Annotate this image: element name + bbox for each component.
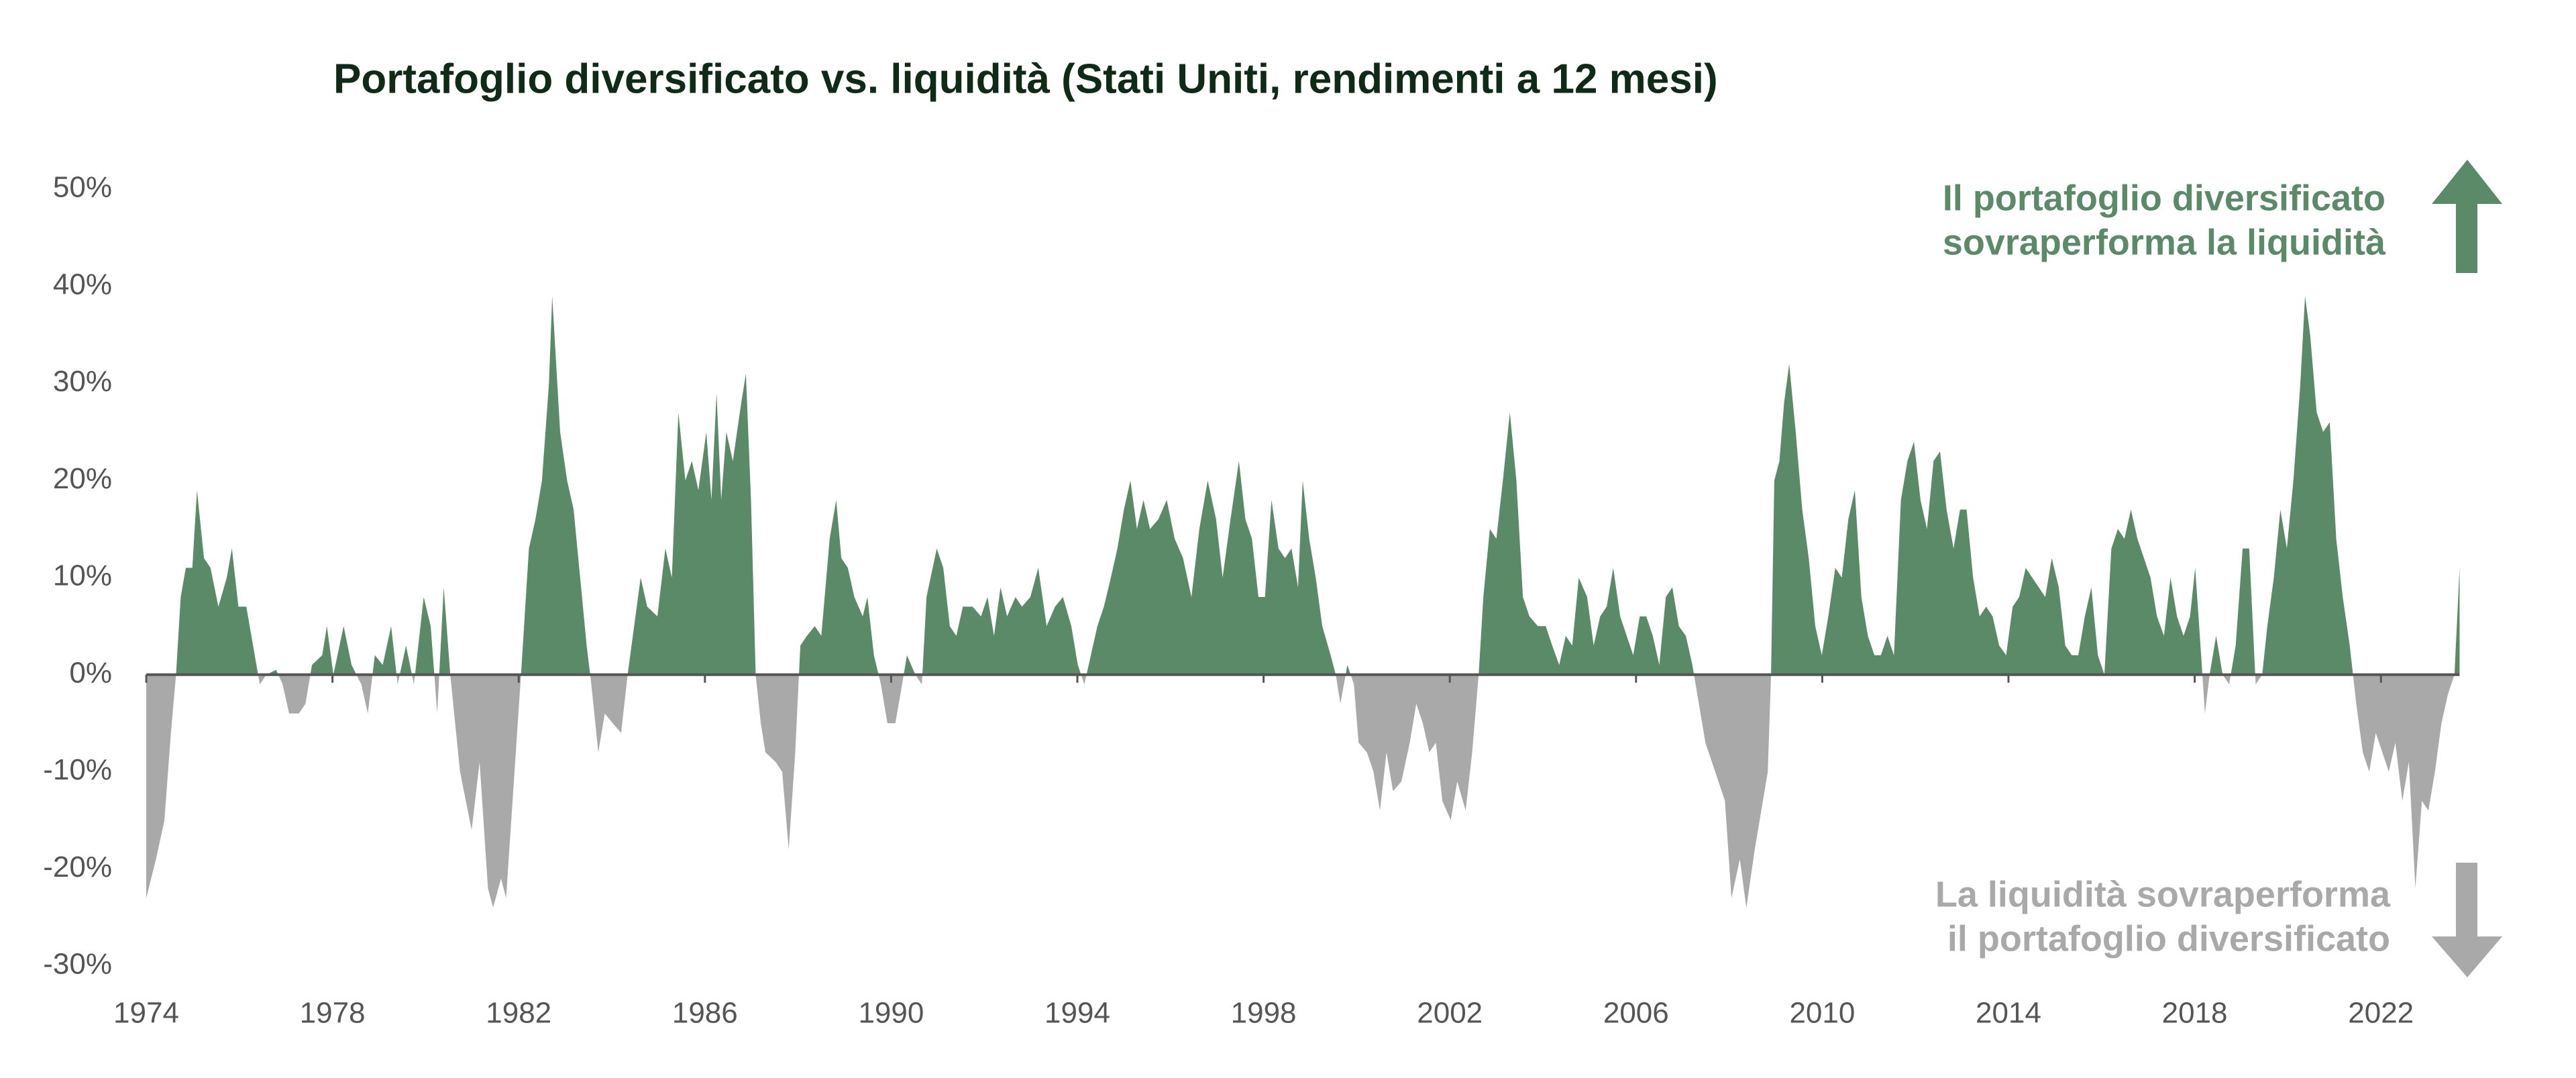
- up-arrow-shaft: [2456, 203, 2477, 273]
- y-tick-label: 50%: [53, 171, 112, 204]
- y-tick-label: -20%: [43, 851, 112, 883]
- y-tick-label: 40%: [53, 268, 112, 301]
- y-tick-label: 20%: [53, 462, 112, 495]
- x-tick-label: 1982: [486, 997, 551, 1030]
- down-arrow-shaft: [2456, 863, 2477, 937]
- x-tick-label: 2014: [1976, 997, 2041, 1030]
- x-tick-label: 2002: [1417, 997, 1483, 1030]
- y-tick-label: 30%: [53, 365, 112, 398]
- y-tick-label: -30%: [43, 948, 112, 981]
- annotation: il portafoglio diversificato: [1947, 918, 2390, 959]
- x-tick-label: 1974: [113, 997, 179, 1030]
- y-tick-label: 10%: [53, 559, 112, 592]
- x-tick-label: 1998: [1231, 997, 1297, 1030]
- y-tick-label: -10%: [43, 753, 112, 786]
- chart-title: Portafoglio diversificato vs. liquidità …: [333, 56, 1718, 102]
- x-tick-label: 1978: [300, 997, 366, 1030]
- area: [146, 296, 2460, 908]
- annotation: Il portafoglio diversificato: [1943, 178, 2385, 218]
- x-tick-label: 1994: [1044, 997, 1110, 1030]
- y-tick-label: 0%: [69, 656, 112, 689]
- up-arrow: [2432, 160, 2502, 204]
- x-tick-label: 2006: [1603, 997, 1669, 1030]
- x-tick-label: 2022: [2348, 997, 2414, 1030]
- x-tick-label: 2010: [1789, 997, 1855, 1030]
- annotation: sovraperforma la liquidità: [1943, 222, 2386, 262]
- x-tick-label: 1990: [858, 997, 924, 1030]
- annotation: La liquidità sovraperforma: [1935, 874, 2391, 914]
- down-arrow: [2432, 936, 2502, 977]
- x-tick-label: 1986: [672, 997, 738, 1030]
- x-tick-label: 2018: [2162, 997, 2228, 1030]
